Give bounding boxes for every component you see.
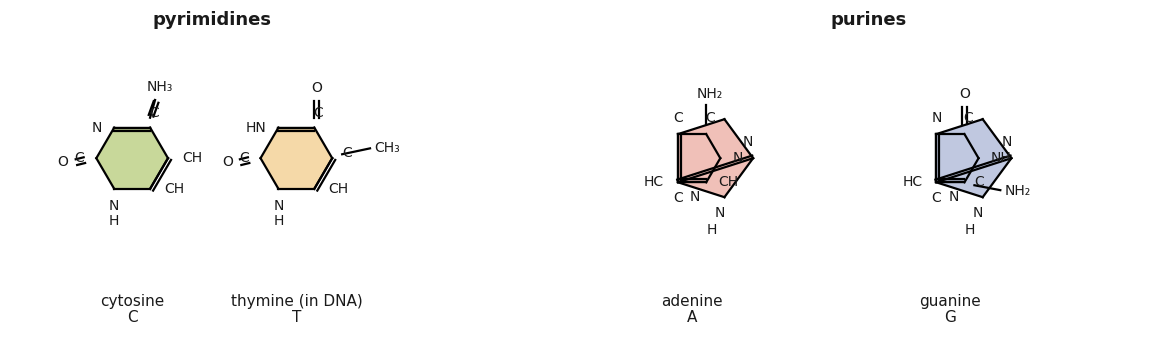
Polygon shape	[679, 119, 753, 197]
Text: T: T	[291, 310, 301, 325]
Text: G: G	[944, 310, 956, 325]
Text: H: H	[707, 223, 717, 237]
Text: N: N	[274, 199, 283, 213]
Text: cytosine: cytosine	[101, 294, 164, 309]
Text: C: C	[314, 106, 323, 120]
Text: O: O	[222, 155, 233, 169]
Text: H: H	[109, 215, 119, 228]
Text: N: N	[948, 190, 958, 204]
Text: C: C	[931, 191, 941, 205]
Text: O: O	[57, 155, 69, 169]
Text: CH₃: CH₃	[374, 141, 400, 155]
Text: N: N	[931, 111, 942, 125]
Text: C: C	[126, 310, 137, 325]
Text: NH: NH	[991, 151, 1011, 165]
Text: CH: CH	[329, 182, 349, 196]
Text: A: A	[687, 310, 697, 325]
Text: HN: HN	[246, 120, 267, 135]
Text: N: N	[972, 206, 983, 220]
Text: C: C	[239, 151, 248, 165]
Text: O: O	[959, 87, 970, 101]
Text: adenine: adenine	[661, 294, 723, 309]
Text: pyrimidines: pyrimidines	[152, 12, 271, 30]
Text: C: C	[75, 151, 84, 165]
Text: H: H	[274, 215, 283, 228]
Text: H: H	[964, 223, 975, 237]
Text: CH: CH	[164, 182, 184, 196]
Text: N: N	[690, 190, 701, 204]
Text: N: N	[109, 199, 119, 213]
Text: C: C	[975, 175, 984, 189]
Text: NH₂: NH₂	[697, 87, 723, 101]
Text: HC: HC	[644, 175, 665, 189]
Text: CH: CH	[718, 175, 738, 189]
Text: N: N	[714, 206, 724, 220]
Text: guanine: guanine	[920, 294, 982, 309]
Text: thymine (in DNA): thymine (in DNA)	[230, 294, 363, 309]
Polygon shape	[96, 128, 168, 189]
Text: NH₃: NH₃	[147, 80, 173, 94]
Text: O: O	[311, 81, 322, 95]
Text: C: C	[706, 111, 715, 125]
Text: N: N	[743, 135, 753, 149]
Text: C: C	[673, 191, 683, 205]
Text: N: N	[732, 151, 743, 165]
Text: C: C	[673, 111, 683, 125]
Text: N: N	[92, 120, 102, 135]
Text: C: C	[150, 106, 159, 120]
Polygon shape	[936, 119, 1011, 197]
Polygon shape	[679, 134, 721, 182]
Text: C: C	[964, 111, 973, 125]
Text: CH: CH	[181, 151, 202, 165]
Text: C: C	[342, 146, 352, 160]
Text: purines: purines	[831, 12, 907, 30]
Text: HC: HC	[902, 175, 922, 189]
Polygon shape	[936, 134, 978, 182]
Text: N: N	[1002, 135, 1012, 149]
Text: NH₂: NH₂	[1004, 184, 1031, 198]
Polygon shape	[261, 128, 332, 189]
